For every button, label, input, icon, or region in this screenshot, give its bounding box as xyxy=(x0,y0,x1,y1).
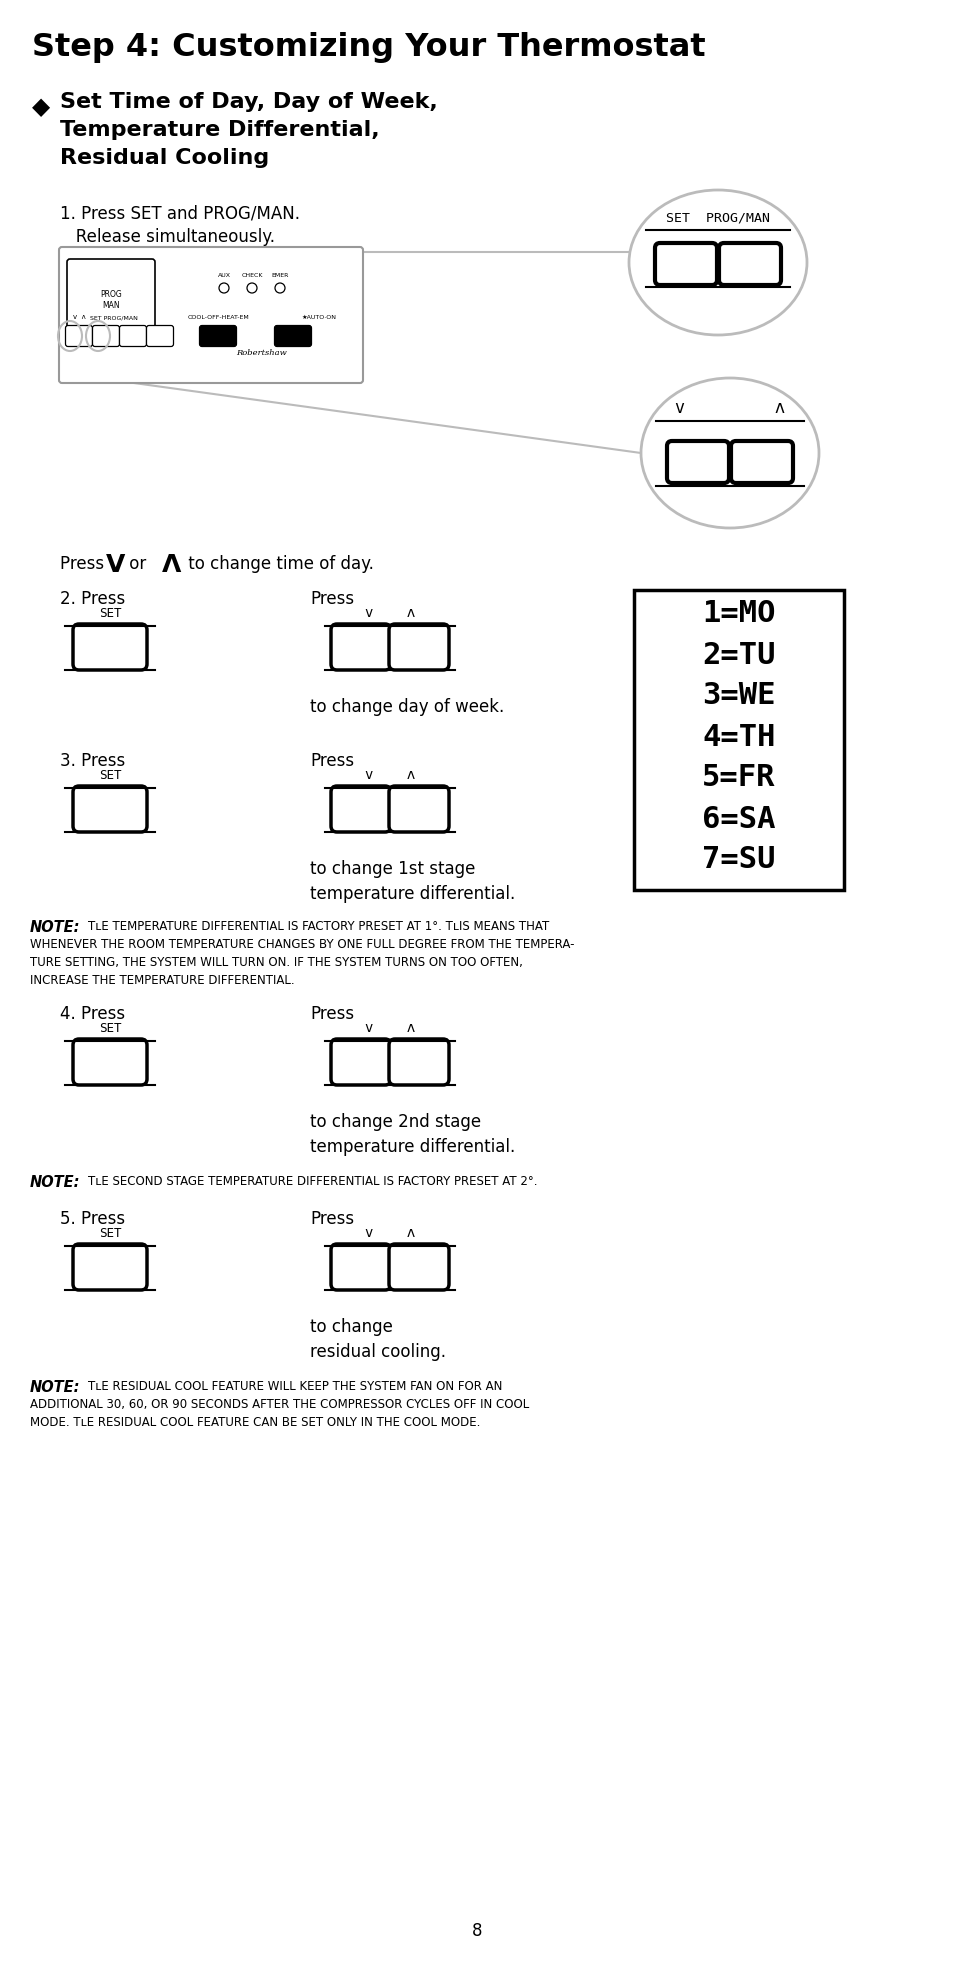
Text: NOTE:: NOTE: xyxy=(30,1380,80,1394)
Text: to change day of week.: to change day of week. xyxy=(310,698,504,716)
Bar xyxy=(634,590,843,889)
FancyBboxPatch shape xyxy=(666,442,728,483)
Text: WHENEVER THE ROOM TEMPERATURE CHANGES BY ONE FULL DEGREE FROM THE TEMPERA-: WHENEVER THE ROOM TEMPERATURE CHANGES BY… xyxy=(30,939,574,951)
Ellipse shape xyxy=(640,379,818,528)
Text: 3=WE: 3=WE xyxy=(701,682,775,710)
Text: v    ʌ: v ʌ xyxy=(364,1021,415,1035)
Text: Press: Press xyxy=(60,554,110,574)
Text: TURE SETTING, THE SYSTEM WILL TURN ON. IF THE SYSTEM TURNS ON TOO OFTEN,: TURE SETTING, THE SYSTEM WILL TURN ON. I… xyxy=(30,956,522,968)
Text: V: V xyxy=(106,552,125,578)
Text: NOTE:: NOTE: xyxy=(30,1175,80,1189)
Text: 4. Press: 4. Press xyxy=(60,1006,125,1023)
Text: 6=SA: 6=SA xyxy=(701,805,775,834)
FancyBboxPatch shape xyxy=(92,325,119,347)
Text: TʟE TEMPERATURE DIFFERENTIAL IS FACTORY PRESET AT 1°. TʟIS MEANS THAT: TʟE TEMPERATURE DIFFERENTIAL IS FACTORY … xyxy=(88,921,549,933)
Text: SET  PROG/MAN: SET PROG/MAN xyxy=(665,211,769,225)
Text: SET: SET xyxy=(99,607,121,619)
Text: NOTE:: NOTE: xyxy=(30,921,80,935)
Circle shape xyxy=(274,284,285,294)
Text: Temperature Differential,: Temperature Differential, xyxy=(60,120,379,140)
Text: Step 4: Customizing Your Thermostat: Step 4: Customizing Your Thermostat xyxy=(32,32,705,63)
FancyBboxPatch shape xyxy=(147,325,173,347)
Text: or: or xyxy=(124,554,152,574)
FancyBboxPatch shape xyxy=(389,787,449,832)
Text: Set Time of Day, Day of Week,: Set Time of Day, Day of Week, xyxy=(60,93,437,112)
Text: 5. Press: 5. Press xyxy=(60,1211,125,1229)
Text: CHECK: CHECK xyxy=(241,272,262,278)
FancyBboxPatch shape xyxy=(655,243,717,286)
FancyBboxPatch shape xyxy=(199,325,236,347)
FancyBboxPatch shape xyxy=(730,442,792,483)
Text: Press: Press xyxy=(310,1006,354,1023)
FancyBboxPatch shape xyxy=(331,623,391,670)
FancyBboxPatch shape xyxy=(67,258,154,333)
FancyBboxPatch shape xyxy=(73,1244,147,1290)
Circle shape xyxy=(247,284,256,294)
Text: Press: Press xyxy=(310,590,354,607)
FancyBboxPatch shape xyxy=(331,787,391,832)
Text: v    ʌ: v ʌ xyxy=(364,605,415,619)
Text: Press: Press xyxy=(310,751,354,769)
FancyBboxPatch shape xyxy=(389,623,449,670)
Text: COOL-OFF-HEAT-EM: COOL-OFF-HEAT-EM xyxy=(188,316,250,319)
FancyBboxPatch shape xyxy=(331,1039,391,1085)
Text: 2=TU: 2=TU xyxy=(701,641,775,670)
Text: ◆: ◆ xyxy=(32,95,51,118)
Text: v    ʌ: v ʌ xyxy=(364,767,415,783)
Text: 1=MO: 1=MO xyxy=(701,599,775,629)
Text: EMER: EMER xyxy=(271,272,289,278)
Text: Release simultaneously.: Release simultaneously. xyxy=(60,229,274,246)
Text: 4=TH: 4=TH xyxy=(701,722,775,751)
Text: 8: 8 xyxy=(471,1923,482,1940)
Text: SET: SET xyxy=(99,1021,121,1035)
Circle shape xyxy=(219,284,229,294)
Text: MODE. TʟE RESIDUAL COOL FEATURE CAN BE SET ONLY IN THE COOL MODE.: MODE. TʟE RESIDUAL COOL FEATURE CAN BE S… xyxy=(30,1416,480,1430)
Text: v    ʌ: v ʌ xyxy=(364,1227,415,1240)
FancyBboxPatch shape xyxy=(119,325,147,347)
Text: v  ʌ: v ʌ xyxy=(72,314,85,319)
FancyBboxPatch shape xyxy=(59,246,363,383)
Text: Λ: Λ xyxy=(162,552,181,578)
FancyBboxPatch shape xyxy=(389,1039,449,1085)
Text: PROG
MAN: PROG MAN xyxy=(100,290,122,310)
FancyBboxPatch shape xyxy=(274,325,312,347)
Text: Residual Cooling: Residual Cooling xyxy=(60,148,269,168)
FancyBboxPatch shape xyxy=(66,325,92,347)
FancyBboxPatch shape xyxy=(73,787,147,832)
Text: 7=SU: 7=SU xyxy=(701,846,775,874)
FancyBboxPatch shape xyxy=(331,1244,391,1290)
Text: ★AUTO·ON: ★AUTO·ON xyxy=(301,316,336,319)
Text: 1. Press SET and PROG/MAN.: 1. Press SET and PROG/MAN. xyxy=(60,205,299,223)
Text: INCREASE THE TEMPERATURE DIFFERENTIAL.: INCREASE THE TEMPERATURE DIFFERENTIAL. xyxy=(30,974,294,988)
Text: SET PROG/MAN: SET PROG/MAN xyxy=(90,316,138,319)
Text: AUX: AUX xyxy=(217,272,231,278)
Text: TʟE RESIDUAL COOL FEATURE WILL KEEP THE SYSTEM FAN ON FOR AN: TʟE RESIDUAL COOL FEATURE WILL KEEP THE … xyxy=(88,1380,502,1392)
Text: SET: SET xyxy=(99,1227,121,1240)
Text: ADDITIONAL 30, 60, OR 90 SECONDS AFTER THE COMPRESSOR CYCLES OFF IN COOL: ADDITIONAL 30, 60, OR 90 SECONDS AFTER T… xyxy=(30,1398,529,1412)
Text: to change 1st stage
temperature differential.: to change 1st stage temperature differen… xyxy=(310,860,515,903)
Text: SET: SET xyxy=(99,769,121,783)
FancyBboxPatch shape xyxy=(389,1244,449,1290)
Ellipse shape xyxy=(628,189,806,335)
Text: to change time of day.: to change time of day. xyxy=(183,554,374,574)
Text: 5=FR: 5=FR xyxy=(701,763,775,793)
Text: 3. Press: 3. Press xyxy=(60,751,125,769)
Text: Press: Press xyxy=(310,1211,354,1229)
FancyBboxPatch shape xyxy=(73,623,147,670)
Text: to change 2nd stage
temperature differential.: to change 2nd stage temperature differen… xyxy=(310,1112,515,1156)
FancyBboxPatch shape xyxy=(73,1039,147,1085)
Text: 2. Press: 2. Press xyxy=(60,590,125,607)
FancyBboxPatch shape xyxy=(719,243,781,286)
Text: TʟE SECOND STAGE TEMPERATURE DIFFERENTIAL IS FACTORY PRESET AT 2°.: TʟE SECOND STAGE TEMPERATURE DIFFERENTIA… xyxy=(88,1175,537,1187)
Text: Robertshaw: Robertshaw xyxy=(236,349,287,357)
Text: v         ʌ: v ʌ xyxy=(675,398,784,416)
Text: to change
residual cooling.: to change residual cooling. xyxy=(310,1317,446,1361)
